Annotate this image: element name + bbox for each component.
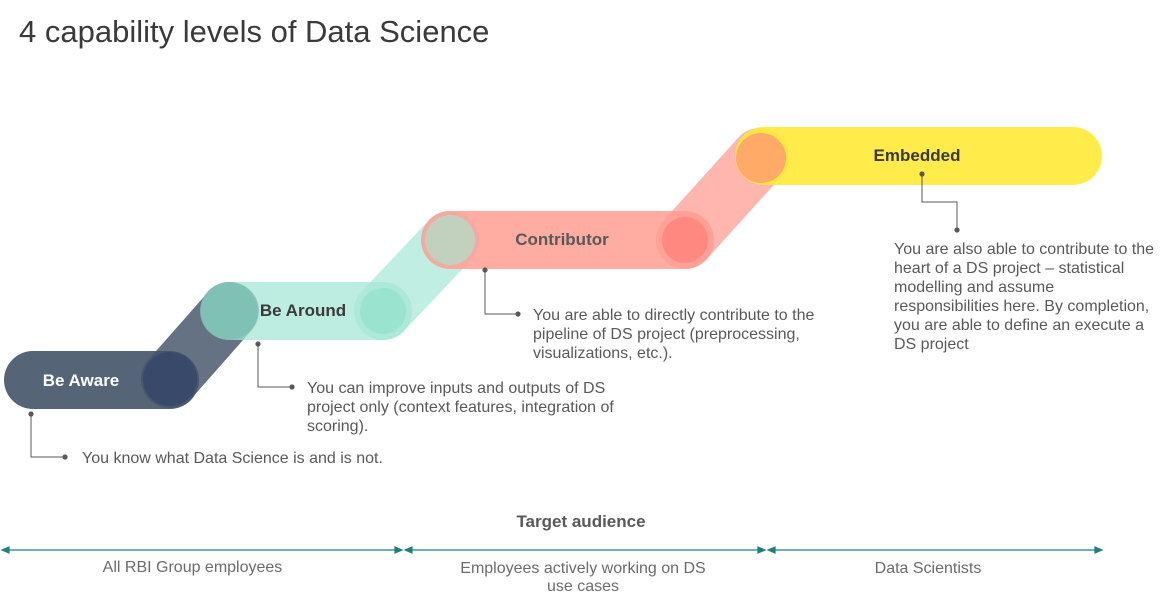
- connector-dot-contributor-end: [515, 311, 521, 317]
- description-contributor: You are able to directly contribute to t…: [533, 307, 815, 362]
- audience-arrow-3-head-left: [766, 546, 776, 554]
- page-title: 4 capability levels of Data Science: [19, 14, 490, 49]
- level-label-be-aware: Be Aware: [43, 371, 120, 390]
- level-label-embedded: Embedded: [874, 146, 961, 165]
- connector-embedded: [921, 174, 958, 230]
- embedded-joint: [736, 133, 786, 183]
- level-label-contributor: Contributor: [515, 230, 609, 249]
- level-label-be-around: Be Around: [260, 301, 346, 320]
- connector-dot-be-around-end: [289, 384, 295, 390]
- audience-arrow-1-head-right: [394, 546, 404, 554]
- audience-arrow-2-head-right: [757, 546, 767, 554]
- audience-arrows: [0, 546, 1104, 554]
- contributor-joint-right: [662, 217, 708, 263]
- be-aware-joint: [143, 352, 197, 406]
- audience-arrow-2-head-left: [403, 546, 413, 554]
- audience-arrow-3-head-right: [1094, 546, 1104, 554]
- audience-title: Target audience: [516, 512, 646, 531]
- audience-group-all-employees: All RBI Group employees: [102, 559, 283, 576]
- be-around-joint-right: [360, 288, 406, 334]
- connector-contributor: [484, 270, 518, 315]
- audience-group-data-scientists: Data Scientists: [874, 560, 982, 577]
- be-around-joint-left: [200, 282, 258, 340]
- description-be-aware: You know what Data Science is and is not…: [82, 450, 383, 467]
- description-embedded: You are also able to contribute to the h…: [894, 241, 1155, 353]
- connector-be-around: [257, 344, 292, 388]
- connector-dot-embedded-start: [919, 171, 925, 177]
- audience-arrow-1-head-left: [0, 546, 10, 554]
- contributor-joint-left: [425, 215, 475, 265]
- connector-dot-embedded-end: [954, 227, 960, 233]
- connector-dot-contributor-start: [482, 267, 488, 273]
- connector-dot-be-around-start: [255, 341, 261, 347]
- audience-group-ds-practitioners: Employees actively working on DS use cas…: [460, 560, 706, 592]
- connector-dot-be-aware-start: [28, 411, 34, 417]
- connector-dot-be-aware-end: [62, 454, 68, 460]
- connector-be-aware: [30, 414, 65, 458]
- description-be-around: You can improve inputs and outputs of DS…: [307, 380, 614, 435]
